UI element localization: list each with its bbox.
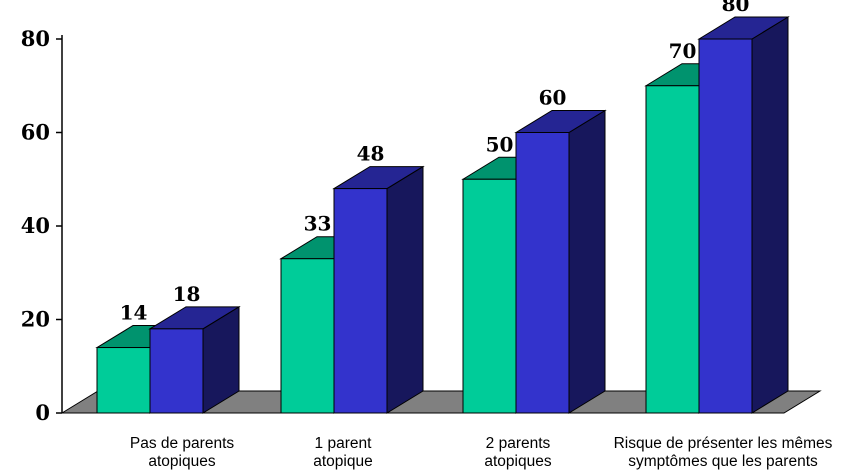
bar [148,305,241,414]
data-label: 18 [173,282,201,306]
bar-front [96,347,151,414]
bar-front [645,85,700,414]
y-tick-label: 40 [21,213,50,238]
x-category-label: 2 parents atopiques [484,435,551,470]
data-labels: 14 18 33 48 50 60 70 80 [120,0,750,325]
x-category-label: 1 parent atopique [313,435,372,470]
data-label: 14 [120,301,148,325]
y-axis: 0 20 40 60 80 [21,26,63,425]
category-labels: Pas de parents atopiques 1 parent atopique 2… [130,435,833,470]
y-tick-label: 20 [21,307,50,332]
bar [332,165,425,414]
bar-front [149,328,204,414]
bar-front [462,178,517,414]
data-label: 48 [357,142,385,166]
data-label: 60 [539,86,567,110]
data-label: 70 [669,39,697,63]
bars [95,16,790,414]
bar [514,109,607,414]
bar-side [386,165,424,414]
bar-front [515,132,570,414]
data-label: 80 [722,0,750,16]
bar-front [280,258,335,414]
data-label: 33 [304,212,332,236]
x-category-label: Pas de parents atopiques [130,435,235,470]
bar-side [751,16,789,414]
bar [697,16,790,414]
bar-side [568,109,606,414]
y-tick-label: 60 [21,120,50,145]
x-category-label: Risque de présenter les mêmes symptômes q… [614,435,833,470]
bar-front [333,188,388,414]
bar-front [698,38,753,414]
y-tick-label: 80 [21,26,50,51]
data-label: 50 [486,132,514,156]
y-tick-label: 0 [35,400,50,425]
